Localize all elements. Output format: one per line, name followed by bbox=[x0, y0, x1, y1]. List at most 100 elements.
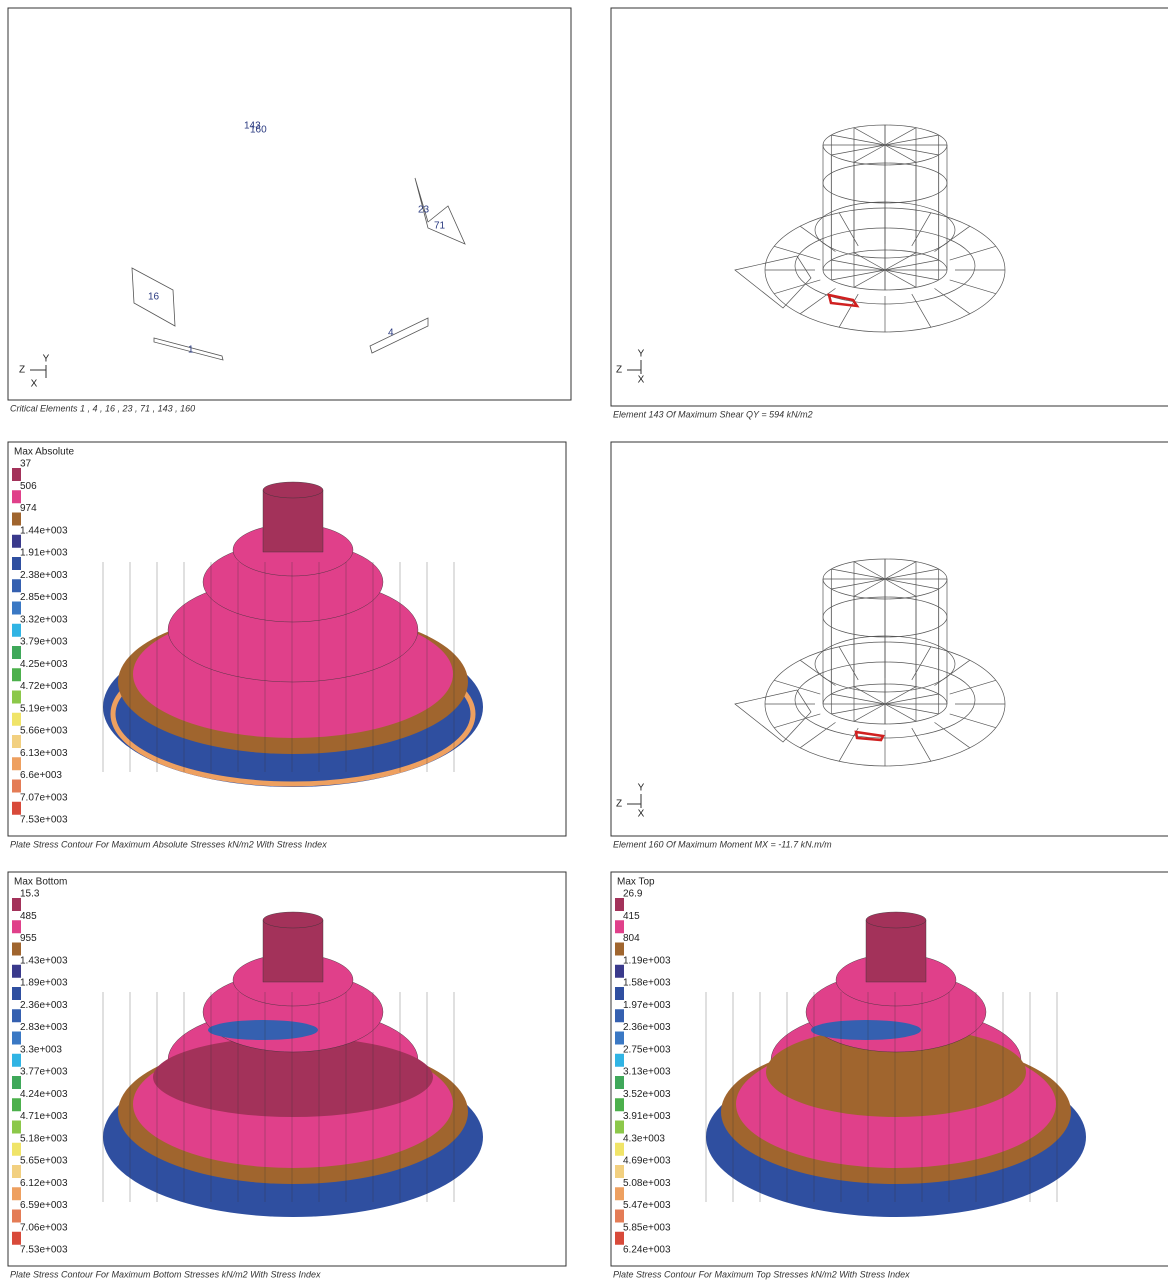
panel: Element 160 Of Maximum Moment MX = -11.7… bbox=[611, 442, 1168, 849]
legend-label: 3.77e+003 bbox=[20, 1067, 68, 1078]
axis-label: X bbox=[638, 375, 645, 386]
cylinder bbox=[263, 490, 323, 552]
legend-label: 2.75e+003 bbox=[623, 1044, 671, 1055]
legend-label: 5.47e+003 bbox=[623, 1200, 671, 1211]
panel-caption: Element 160 Of Maximum Moment MX = -11.7… bbox=[613, 839, 832, 849]
axis-label: Y bbox=[638, 349, 645, 360]
legend-swatch bbox=[615, 1232, 624, 1245]
axis-label: Z bbox=[616, 365, 622, 376]
legend-label: 1.91e+003 bbox=[20, 548, 68, 559]
legend-label: 1.89e+003 bbox=[20, 978, 68, 989]
legend-label: 506 bbox=[20, 481, 37, 492]
legend-swatch bbox=[12, 1121, 21, 1134]
legend-label: 7.53e+003 bbox=[20, 815, 68, 826]
legend-swatch bbox=[12, 646, 21, 659]
legend-label: 415 bbox=[623, 911, 640, 922]
legend-label: 1.58e+003 bbox=[623, 978, 671, 989]
legend-label: 3.32e+003 bbox=[20, 614, 68, 625]
legend-label: 6.24e+003 bbox=[623, 1245, 671, 1256]
legend-swatch bbox=[12, 624, 21, 637]
legend-swatch bbox=[615, 898, 624, 911]
legend-swatch bbox=[12, 1143, 21, 1156]
legend-swatch bbox=[615, 1165, 624, 1178]
legend-swatch bbox=[615, 1032, 624, 1045]
legend-swatch bbox=[615, 1121, 624, 1134]
legend-label: 4.25e+003 bbox=[20, 659, 68, 670]
legend-label: 5.19e+003 bbox=[20, 703, 68, 714]
legend-swatch bbox=[12, 1232, 21, 1245]
axis-label: Z bbox=[616, 799, 622, 810]
panel-caption: Plate Stress Contour For Maximum Bottom … bbox=[10, 1269, 321, 1279]
shape bbox=[866, 912, 926, 928]
element-label: 16 bbox=[148, 292, 160, 303]
axis-label: Y bbox=[638, 783, 645, 794]
legend-swatch bbox=[615, 1009, 624, 1022]
panel-frame bbox=[611, 442, 1168, 836]
legend-label: 4.3e+003 bbox=[623, 1133, 665, 1144]
legend-label: 7.07e+003 bbox=[20, 792, 68, 803]
figure-page: Critical Elements 1 , 4 , 16 , 23 , 71 ,… bbox=[0, 0, 1168, 1286]
legend-label: 2.38e+003 bbox=[20, 570, 68, 581]
element-label: 4 bbox=[388, 328, 394, 339]
legend-swatch bbox=[12, 1165, 21, 1178]
legend-label: 7.06e+003 bbox=[20, 1222, 68, 1233]
legend-label: 6.6e+003 bbox=[20, 770, 62, 781]
panel: Plate Stress Contour For Maximum Top Str… bbox=[611, 872, 1168, 1279]
cylinder bbox=[263, 920, 323, 982]
legend-swatch bbox=[12, 602, 21, 615]
legend-label: 3.91e+003 bbox=[623, 1111, 671, 1122]
shape bbox=[263, 482, 323, 498]
legend-swatch bbox=[12, 490, 21, 503]
legend-label: 3.13e+003 bbox=[623, 1067, 671, 1078]
legend-swatch bbox=[12, 920, 21, 933]
legend-swatch bbox=[12, 535, 21, 548]
panel-caption: Plate Stress Contour For Maximum Absolut… bbox=[10, 839, 327, 849]
legend-label: 6.12e+003 bbox=[20, 1178, 68, 1189]
legend-label: 1.43e+003 bbox=[20, 955, 68, 966]
panel-frame bbox=[8, 8, 571, 400]
legend-swatch bbox=[12, 668, 21, 681]
panel-caption: Critical Elements 1 , 4 , 16 , 23 , 71 ,… bbox=[10, 403, 195, 413]
axis-label: Z bbox=[19, 365, 25, 376]
panel-frame bbox=[611, 8, 1168, 406]
legend-swatch bbox=[12, 898, 21, 911]
legend-swatch bbox=[615, 1210, 624, 1223]
legend-label: 5.66e+003 bbox=[20, 726, 68, 737]
legend-label: 26.9 bbox=[623, 889, 643, 900]
shape bbox=[811, 1020, 921, 1040]
panel: Critical Elements 1 , 4 , 16 , 23 , 71 ,… bbox=[8, 8, 571, 413]
shape bbox=[263, 912, 323, 928]
legend-swatch bbox=[12, 1054, 21, 1067]
legend-label: 3.52e+003 bbox=[623, 1089, 671, 1100]
legend-label: 6.13e+003 bbox=[20, 748, 68, 759]
legend-label: 4.69e+003 bbox=[623, 1156, 671, 1167]
legend-swatch bbox=[615, 943, 624, 956]
legend-swatch bbox=[12, 943, 21, 956]
legend-label: 5.18e+003 bbox=[20, 1133, 68, 1144]
legend-swatch bbox=[12, 1098, 21, 1111]
legend-swatch bbox=[12, 468, 21, 481]
legend-swatch bbox=[12, 757, 21, 770]
axis-label: X bbox=[638, 809, 645, 820]
legend-swatch bbox=[12, 557, 21, 570]
legend-label: 7.53e+003 bbox=[20, 1245, 68, 1256]
legend-swatch bbox=[615, 987, 624, 1000]
legend-swatch bbox=[12, 802, 21, 815]
legend-label: 1.44e+003 bbox=[20, 525, 68, 536]
legend-label: 4.72e+003 bbox=[20, 681, 68, 692]
legend-label: 3.79e+003 bbox=[20, 637, 68, 648]
legend-label: 15.3 bbox=[20, 889, 40, 900]
legend-swatch bbox=[12, 1032, 21, 1045]
panel: Element 143 Of Maximum Shear QY = 594 kN… bbox=[611, 8, 1168, 419]
legend-swatch bbox=[12, 1076, 21, 1089]
legend-swatch bbox=[12, 513, 21, 526]
legend-swatch bbox=[12, 1187, 21, 1200]
cylinder bbox=[866, 920, 926, 982]
legend-label: 955 bbox=[20, 933, 37, 944]
shape bbox=[208, 1020, 318, 1040]
legend-label: 5.08e+003 bbox=[623, 1178, 671, 1189]
legend-swatch bbox=[615, 920, 624, 933]
panel-caption: Element 143 Of Maximum Shear QY = 594 kN… bbox=[613, 409, 813, 419]
legend-swatch bbox=[12, 735, 21, 748]
legend-swatch bbox=[12, 713, 21, 726]
